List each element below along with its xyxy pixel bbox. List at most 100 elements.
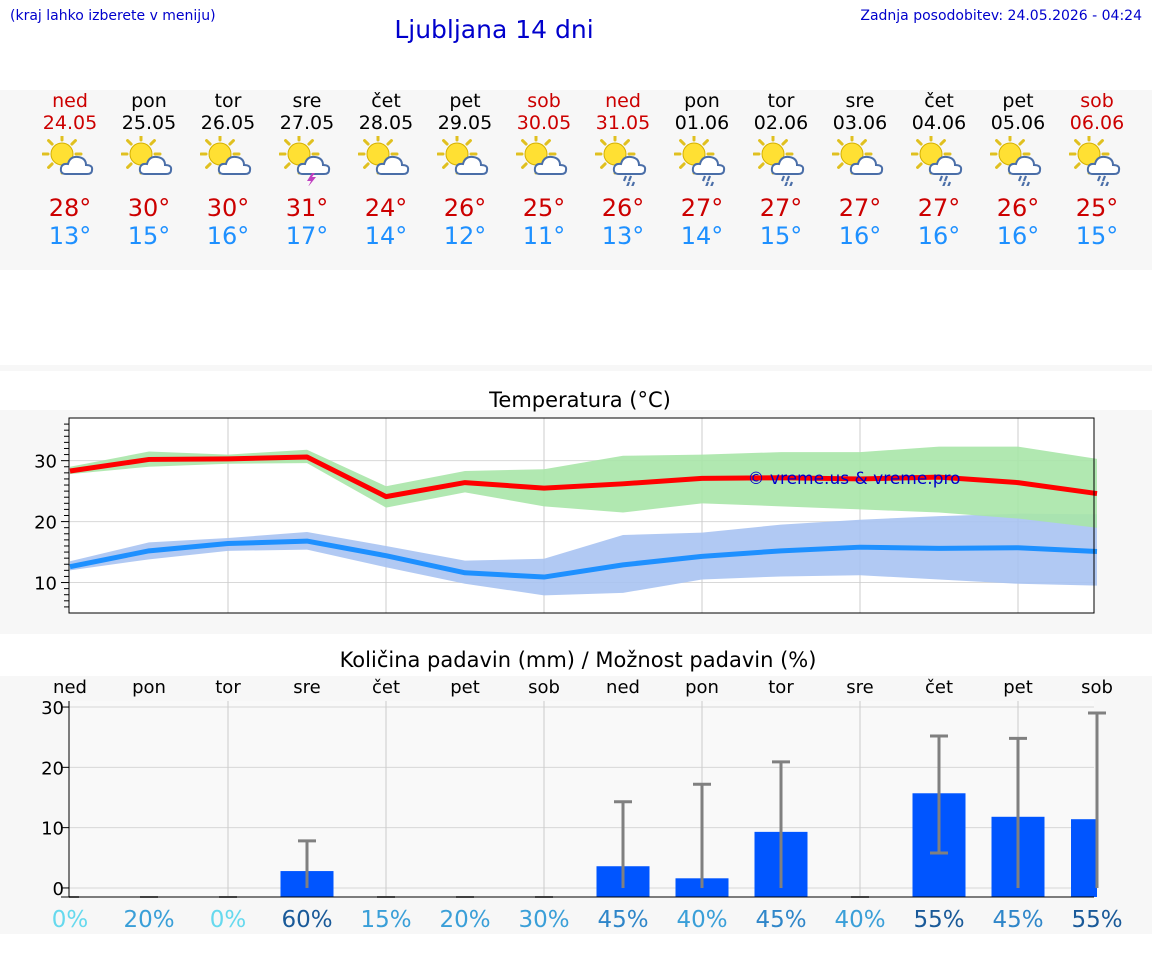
sun-cloud-thunder-icon	[278, 133, 331, 187]
precipitation-probability-label: 45%	[755, 907, 806, 933]
sun-cloud-rain-icon	[989, 133, 1042, 188]
min-temp: 11°	[522, 222, 566, 250]
min-temp: 14°	[680, 222, 724, 250]
precipitation-probability-label: 40%	[676, 907, 727, 933]
icon-sun	[120, 133, 162, 175]
weather-icon-box	[831, 133, 888, 186]
precipitation-day-label: pet	[450, 677, 480, 698]
precipitation-day-label: pon	[132, 677, 166, 698]
icon-raindrop	[1022, 175, 1028, 182]
max-temp: 30°	[127, 194, 171, 222]
precipitation-day-label: sre	[846, 677, 873, 698]
icon-cloud	[1007, 155, 1042, 175]
precipitation-y-label: 20	[41, 758, 64, 779]
min-temp: 16°	[917, 222, 961, 250]
forecast-day: pon 25.05 30° 15°	[109, 90, 189, 250]
icon-raindrop	[701, 175, 707, 182]
precipitation-probability-label: 55%	[913, 907, 964, 933]
forecast-day: ned 31.05 26° 13°	[583, 90, 663, 250]
precipitation-day-label: tor	[768, 677, 794, 698]
forecast-day: pon 01.06 27° 14°	[662, 90, 742, 250]
weather-icon-box	[436, 133, 493, 186]
forecast-day: sob 30.05 25° 11°	[504, 90, 584, 250]
weather-icon-box	[673, 133, 730, 188]
min-temp: 15°	[1075, 222, 1119, 250]
sun-cloud-icon	[515, 133, 568, 175]
day-name: pon	[684, 90, 720, 112]
weather-icon-box	[120, 133, 177, 186]
min-temp: 13°	[48, 222, 92, 250]
sun-cloud-rain-icon	[1068, 133, 1121, 188]
forecast-day: pet 29.05 26° 12°	[425, 90, 505, 250]
precipitation-probability-label: 20%	[123, 907, 174, 933]
day-date: 30.05	[516, 112, 572, 134]
day-name: sre	[292, 90, 322, 112]
max-temp: 31°	[285, 194, 329, 222]
max-temp: 26°	[601, 194, 645, 222]
day-date: 24.05	[42, 112, 98, 134]
max-temp: 25°	[522, 194, 566, 222]
sun-cloud-rain-icon	[594, 133, 647, 188]
max-temp: 24°	[364, 194, 408, 222]
weather-icon-box	[594, 133, 651, 188]
icon-cloud	[59, 155, 94, 175]
weather-icon-box	[752, 133, 809, 188]
min-temp: 16°	[996, 222, 1040, 250]
precipitation-probability-label: 30%	[518, 907, 569, 933]
weather-icon-box	[989, 133, 1046, 188]
day-date: 03.06	[832, 112, 888, 134]
weather-icon-box	[41, 133, 98, 186]
icon-sun	[199, 133, 241, 175]
min-temperature-line	[69, 538, 1098, 580]
sun-cloud-rain-icon	[752, 133, 805, 188]
day-date: 25.05	[121, 112, 177, 134]
day-name: pet	[1002, 90, 1034, 112]
sun-cloud-rain-icon	[910, 133, 963, 188]
icon-cloud	[1086, 155, 1121, 175]
precipitation-day-label: tor	[215, 677, 241, 698]
precipitation-day-label: ned	[53, 677, 87, 698]
sun-cloud-icon	[357, 133, 410, 175]
weather-icon-box	[278, 133, 335, 187]
max-temp: 25°	[1075, 194, 1119, 222]
min-temp: 15°	[759, 222, 803, 250]
last-update: Zadnja posodobitev: 24.05.2026 - 04:24	[860, 8, 1142, 24]
forecast-band	[0, 90, 1152, 270]
max-temp: 30°	[206, 194, 250, 222]
separator-band	[0, 365, 1152, 371]
forecast-day: ned 24.05 28° 13°	[30, 90, 110, 250]
temperature-y-label: 20	[34, 513, 57, 534]
day-name: tor	[767, 90, 795, 112]
precipitation-probability-label: 15%	[360, 907, 411, 933]
precipitation-day-label: pon	[685, 677, 719, 698]
day-date: 28.05	[358, 112, 414, 134]
weather-icon-box	[515, 133, 572, 186]
sun-cloud-icon	[831, 133, 884, 175]
weather-icon-box	[1068, 133, 1125, 188]
icon-raindrop	[622, 175, 628, 182]
precipitation-probability-label: 0%	[210, 907, 247, 933]
max-temp: 27°	[759, 194, 803, 222]
forecast-day: sre 03.06 27° 16°	[820, 90, 900, 250]
icon-sun	[515, 133, 557, 175]
precipitation-day-label: čet	[925, 677, 953, 698]
temperature-y-label: 10	[34, 574, 57, 595]
max-temperature-line	[69, 454, 1098, 500]
day-name: sob	[527, 90, 561, 112]
icon-raindrop	[780, 175, 786, 182]
precipitation-day-label: ned	[606, 677, 640, 698]
precipitation-probability-label: 0%	[52, 907, 89, 933]
max-temp: 27°	[838, 194, 882, 222]
day-name: pet	[449, 90, 481, 112]
precipitation-day-label: sob	[1081, 677, 1113, 698]
precipitation-probability-label: 45%	[597, 907, 648, 933]
icon-cloud	[691, 155, 726, 175]
icon-cloud	[533, 155, 568, 175]
temperature-chart-title: Temperatura (°C)	[489, 388, 671, 412]
day-date: 04.06	[911, 112, 967, 134]
icon-sun	[910, 133, 952, 175]
min-temp: 16°	[206, 222, 250, 250]
sun-cloud-icon	[199, 133, 252, 175]
day-name: tor	[214, 90, 242, 112]
forecast-day: pet 05.06 26° 16°	[978, 90, 1058, 250]
